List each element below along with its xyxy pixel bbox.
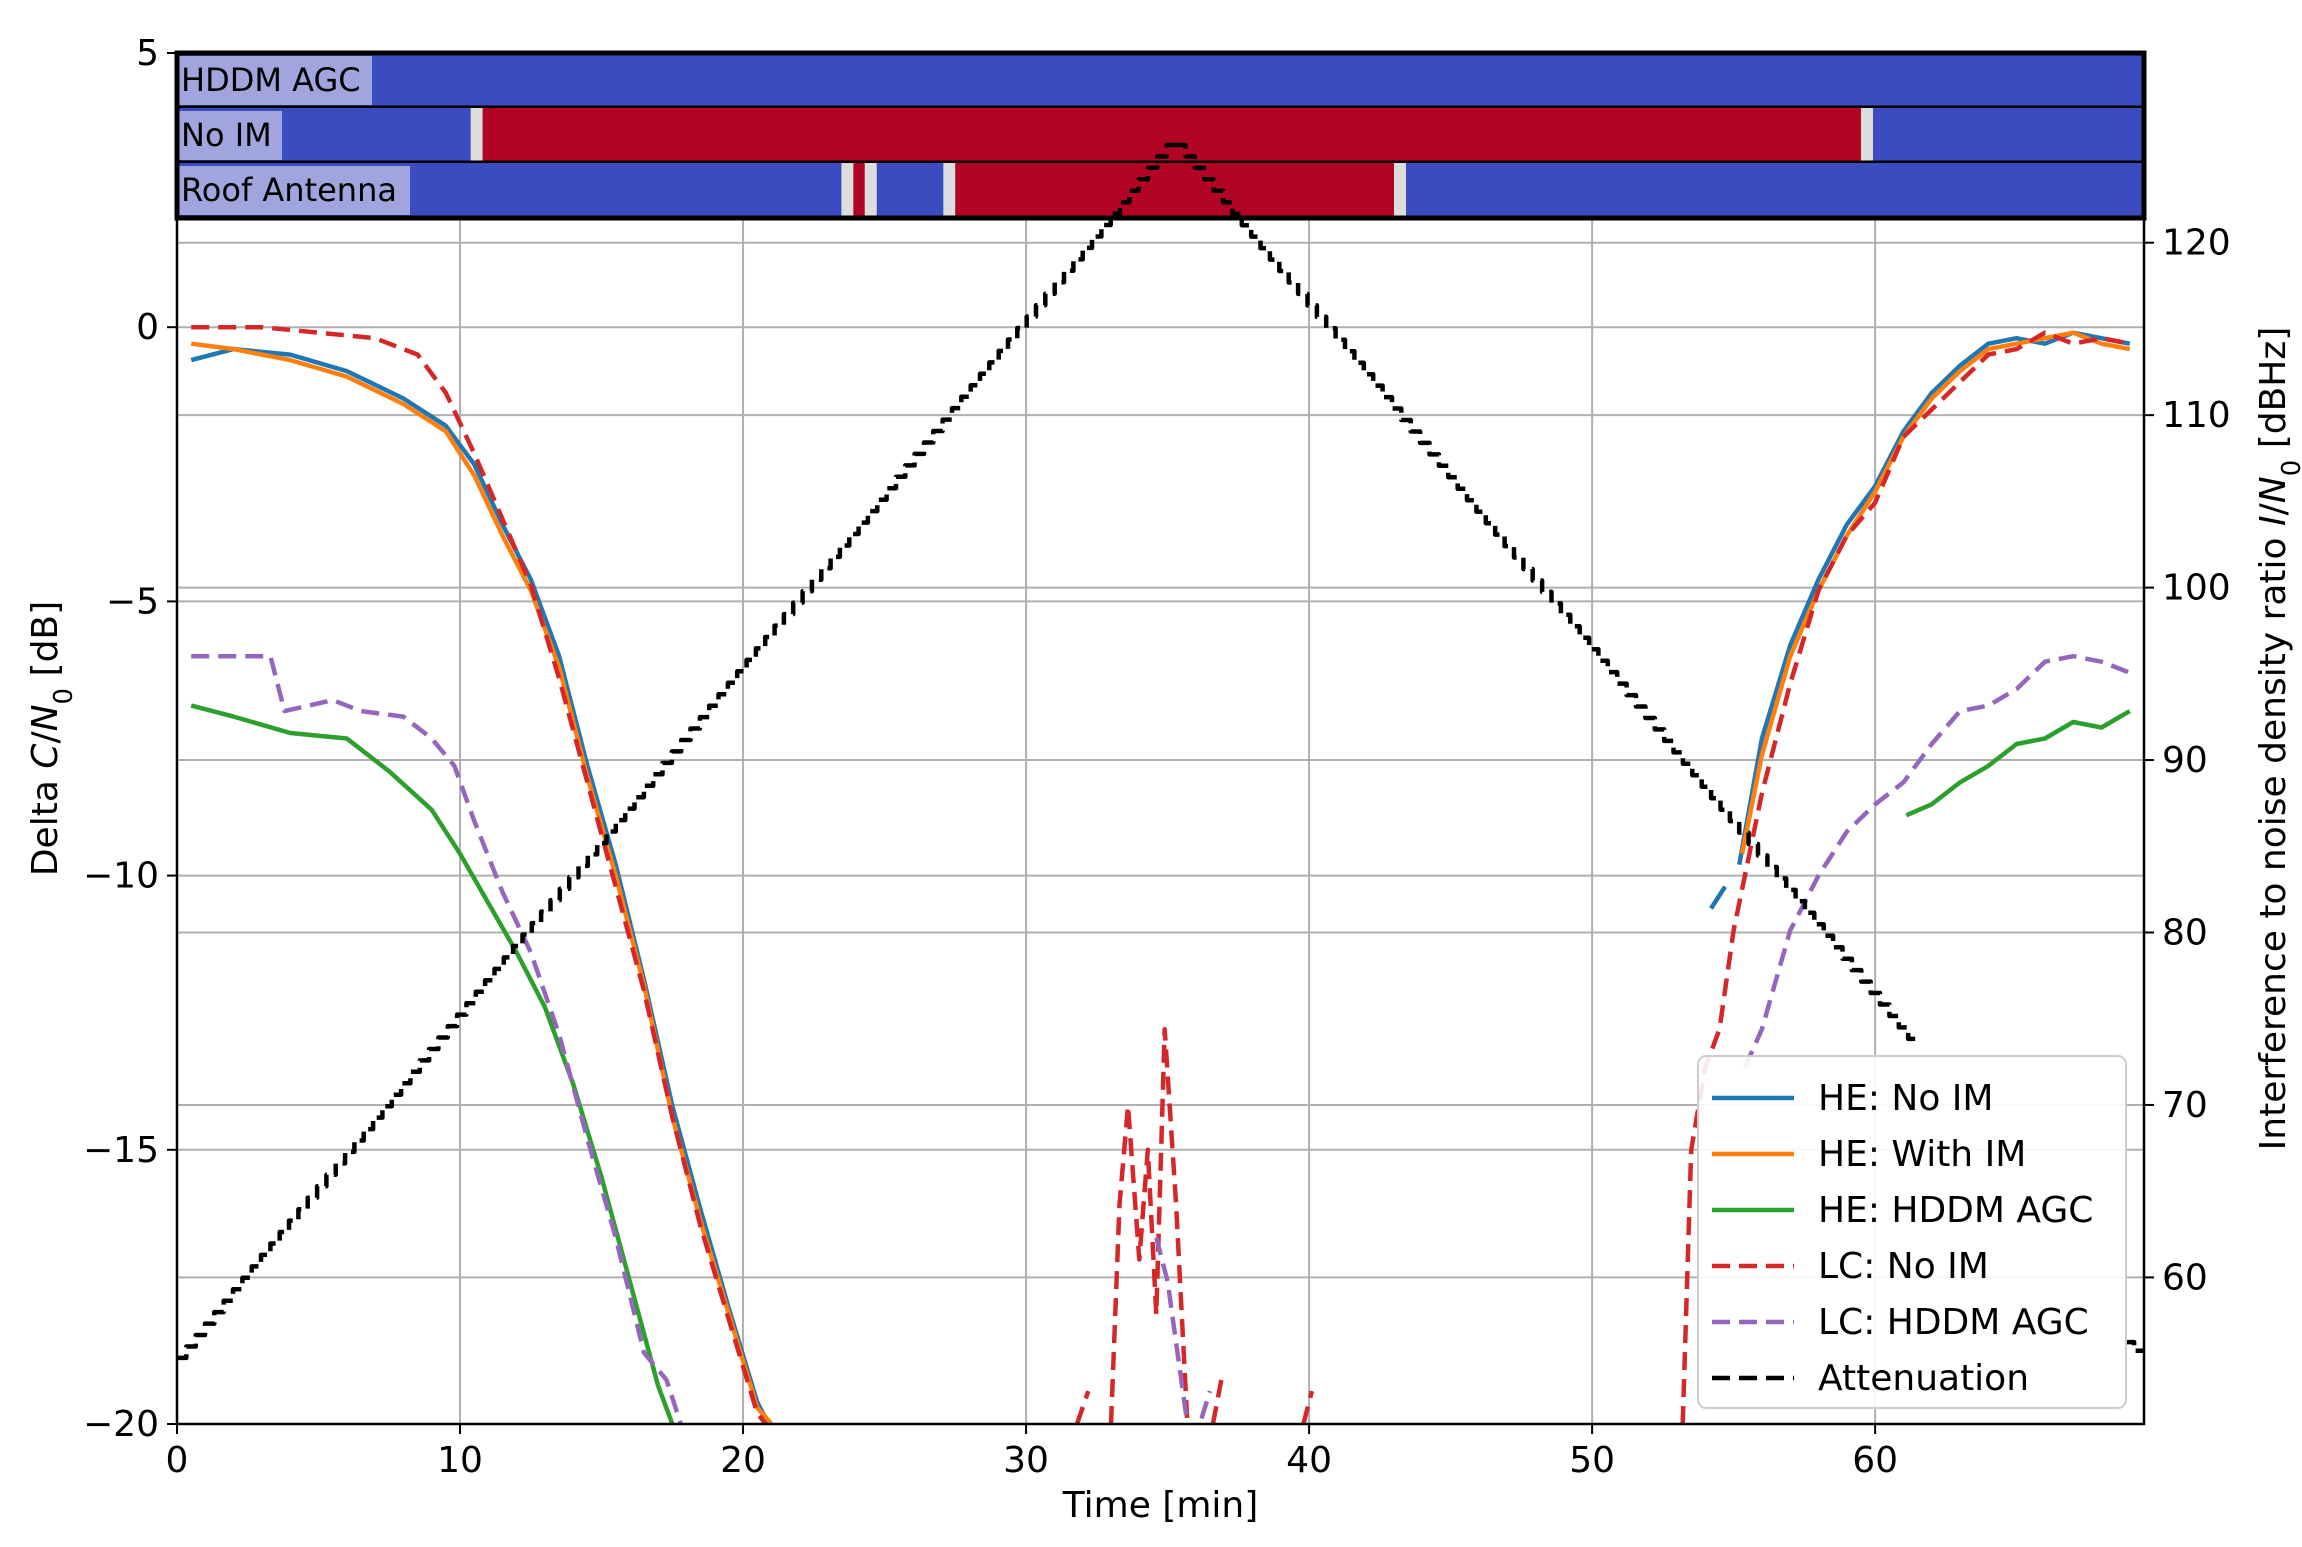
strip-edge — [1393, 163, 1406, 218]
ticks-layer: 0 10 20 30 40 50 6050−5−10−15−2060708090100110… — [25, 33, 2302, 1526]
series-line-5-seg-2 — [2124, 1339, 2144, 1353]
y-right-tick-label: 80 — [2162, 913, 2208, 954]
x-tick-label: 10 — [437, 1440, 483, 1481]
y-left-tick-label: −10 — [83, 856, 159, 897]
y-right-axis-title-part: N — [2253, 476, 2294, 503]
series-3 — [191, 324, 2131, 1426]
series-line-3-seg-2 — [1108, 1026, 1190, 1425]
series-line-5-seg-0 — [177, 142, 1177, 1361]
strip-edge — [841, 163, 854, 218]
y-left-axis-title-part: Delta — [25, 769, 66, 877]
series-layer — [177, 142, 2144, 1426]
y-right-axis-title-part: I — [2253, 515, 2294, 526]
series-line-4-seg-2 — [1199, 1390, 1213, 1420]
series-line-3-seg-0 — [191, 324, 768, 1426]
y-right-tick-label: 110 — [2162, 395, 2231, 436]
y-left-axis-title-part: N — [25, 704, 66, 731]
strip-red-segment — [853, 163, 865, 218]
y-left-axis-title-part: / — [25, 731, 66, 744]
x-tick-label: 0 — [166, 1440, 189, 1481]
series-line-2-seg-1 — [1905, 709, 2131, 818]
strip-edge — [470, 108, 483, 163]
strip-label-box — [177, 111, 282, 160]
legend-entry-label: HE: With IM — [1818, 1134, 2026, 1175]
x-tick-label: 30 — [1003, 1440, 1049, 1481]
series-line-3-seg-3 — [1210, 1379, 1224, 1425]
series-line-0-seg-0 — [190, 346, 771, 1426]
plot-frame — [175, 51, 2146, 1426]
x-tick-label: 50 — [1569, 1440, 1615, 1481]
strip-label: Roof Antenna — [181, 171, 397, 209]
series-line-4-seg-1 — [1154, 1236, 1190, 1425]
y-right-axis-title: Interference to noise density ratio I/N0… — [2253, 327, 2302, 1151]
strip-edge — [943, 163, 956, 218]
strip-label: HDDM AGC — [181, 61, 361, 99]
y-left-tick-label: 5 — [136, 33, 159, 74]
legend-entry-label: LC: HDDM AGC — [1818, 1302, 2089, 1343]
y-right-axis-title-part: 0 — [2277, 460, 2302, 477]
legend-entry-label: LC: No IM — [1818, 1246, 1989, 1287]
series-line-5-seg-1 — [1176, 142, 1918, 1042]
strip-red-segment — [955, 163, 1394, 218]
y-left-axis-title: Delta C/N0 [dB] — [25, 601, 79, 876]
series-line-3-seg-4 — [1301, 1390, 1315, 1425]
strip-red-segment — [482, 108, 1861, 163]
y-left-axis-title-part: C — [25, 743, 66, 769]
y-left-axis-title-part: 0 — [49, 688, 79, 705]
x-axis-title: Time [min] — [1062, 1485, 1259, 1526]
strip-edge — [864, 163, 877, 218]
y-right-tick-label: 120 — [2162, 223, 2231, 264]
strip-edge — [1860, 108, 1873, 163]
y-right-tick-label: 60 — [2162, 1257, 2208, 1298]
series-line-3-seg-1 — [1074, 1390, 1091, 1425]
legend-entry-label: HE: HDDM AGC — [1818, 1190, 2093, 1231]
y-right-tick-label: 70 — [2162, 1085, 2208, 1126]
series-line-4-seg-3 — [1742, 653, 2131, 1069]
series-line-3-seg-5 — [1680, 330, 2131, 1425]
series-4 — [191, 653, 2131, 1425]
x-tick-label: 20 — [720, 1440, 766, 1481]
y-left-tick-label: −5 — [106, 581, 159, 622]
legend-entry-label: Attenuation — [1818, 1358, 2029, 1399]
legend: HE: No IM HE: With IM HE: HDDM AGC LC: No I… — [1697, 1055, 2127, 1409]
series-line-2-seg-0 — [190, 703, 675, 1425]
series-line-0-seg-1 — [1709, 885, 1727, 910]
series-2 — [190, 703, 2131, 1425]
series-line-4-seg-0 — [191, 653, 683, 1425]
legend-box — [1697, 1055, 2127, 1409]
y-left-axis-title-part: [dB] — [25, 601, 66, 688]
series-line-1-seg-1 — [1739, 330, 2131, 855]
series-5 — [177, 142, 2144, 1361]
legend-entry-label: HE: No IM — [1818, 1078, 1993, 1119]
strip-label-box — [177, 166, 410, 215]
x-tick-label: 60 — [1852, 1440, 1898, 1481]
strip-label-box — [177, 56, 372, 105]
strip-label: No IM — [181, 116, 272, 154]
y-right-tick-label: 90 — [2162, 740, 2208, 781]
axes-layer — [175, 51, 2146, 1426]
status-strips: HDDM AGC No IM Roof Antenna — [174, 50, 2147, 221]
y-right-axis-title-part: [dBHz] — [2253, 327, 2294, 460]
y-right-axis-title-part: / — [2253, 502, 2294, 515]
y-left-tick-label: −15 — [83, 1130, 159, 1171]
x-tick-label: 40 — [1286, 1440, 1332, 1481]
y-left-tick-label: −20 — [83, 1404, 159, 1445]
y-left-tick-label: 0 — [136, 307, 159, 348]
strip-bg-0 — [177, 53, 2144, 108]
y-right-tick-label: 100 — [2162, 568, 2231, 609]
y-right-axis-title-part: Interference to noise density ratio — [2253, 526, 2294, 1150]
